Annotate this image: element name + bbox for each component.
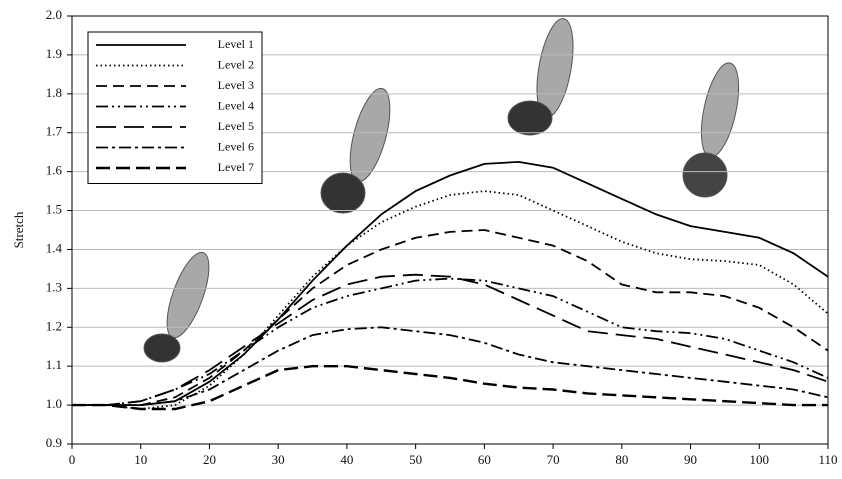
series-line: [72, 160, 829, 406]
series-line: [72, 273, 829, 406]
legend-label: Level 3: [218, 78, 254, 92]
x-tick-label: 100: [750, 452, 770, 467]
series-line: [72, 277, 829, 406]
series-line: [72, 190, 829, 410]
x-tick-label: 10: [134, 452, 147, 467]
model-figure: [320, 172, 366, 214]
series-line: [72, 229, 829, 406]
x-tick-label: 80: [615, 452, 628, 467]
x-tick-label: 70: [547, 452, 560, 467]
x-tick-label: 110: [818, 452, 837, 467]
x-tick-label: 20: [203, 452, 216, 467]
legend: Level 1 Level 2 Level 3 Level 4 Level 5 Level…: [87, 31, 263, 184]
y-tick-label: 1.7: [46, 124, 63, 139]
legend-label: Level 4: [218, 98, 254, 112]
x-tick-label: 60: [478, 452, 491, 467]
model-figure: [682, 152, 728, 198]
y-tick-label: 1.2: [46, 318, 62, 333]
legend-label: Level 5: [218, 119, 254, 133]
x-tick-label: 40: [340, 452, 353, 467]
legend-label: Level 2: [218, 57, 254, 71]
series-line: [72, 365, 828, 411]
y-axis-label: Stretch: [11, 211, 26, 248]
y-tick-label: 0.9: [46, 435, 62, 450]
y-tick-label: 1.9: [46, 46, 62, 61]
x-tick-label: 90: [684, 452, 697, 467]
legend-label: Level 6: [218, 139, 254, 153]
plot-frame: [71, 15, 829, 445]
y-tick-label: 1.5: [46, 202, 62, 217]
y-tick-label: 1.6: [46, 163, 63, 178]
y-tick-label: 1.4: [46, 240, 63, 255]
legend-box: [87, 31, 263, 184]
model-figure: [143, 333, 181, 363]
legend-label: Level 1: [218, 37, 254, 51]
y-tick-label: 2.0: [46, 7, 62, 22]
y-tick-label: 1.8: [46, 85, 62, 100]
y-tick-label: 1.1: [46, 357, 62, 372]
x-tick-label: 30: [272, 452, 285, 467]
series-line: [72, 326, 829, 406]
y-tick-label: 1.0: [46, 396, 62, 411]
model-figure: [507, 100, 553, 136]
x-tick-label: 50: [409, 452, 422, 467]
x-tick-label: 0: [69, 452, 76, 467]
model-figures: [143, 18, 740, 363]
y-tick-label: 1.3: [46, 279, 62, 294]
legend-label: Level 7: [218, 160, 254, 174]
